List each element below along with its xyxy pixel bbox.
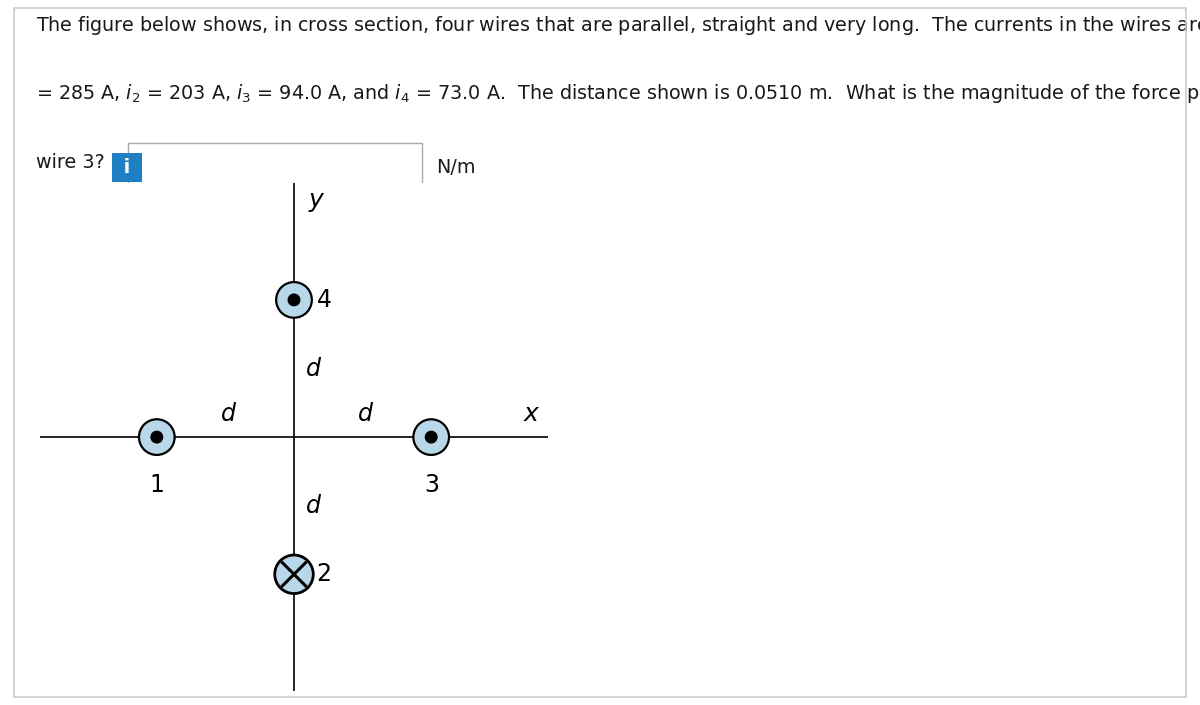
Circle shape — [288, 294, 300, 306]
Circle shape — [276, 282, 312, 318]
Text: $d$: $d$ — [220, 402, 236, 426]
Text: $d$: $d$ — [305, 357, 322, 381]
Text: wire 3?: wire 3? — [36, 153, 104, 172]
Circle shape — [151, 431, 162, 443]
Text: $1$: $1$ — [150, 473, 164, 497]
Text: The figure below shows, in cross section, four wires that are parallel, straight: The figure below shows, in cross section… — [36, 14, 1200, 37]
Text: $4$: $4$ — [316, 288, 331, 312]
Text: $d$: $d$ — [356, 402, 374, 426]
Circle shape — [275, 555, 313, 594]
Circle shape — [139, 419, 175, 455]
Text: $x$: $x$ — [523, 402, 541, 426]
Circle shape — [413, 419, 449, 455]
Text: i: i — [118, 158, 137, 177]
Text: N/m: N/m — [437, 158, 476, 177]
Text: $2$: $2$ — [316, 563, 330, 587]
Text: = 285 A, $i_2$ = 203 A, $i_3$ = 94.0 A, and $i_4$ = 73.0 A.  The distance shown : = 285 A, $i_2$ = 203 A, $i_3$ = 94.0 A, … — [36, 82, 1200, 105]
Text: $3$: $3$ — [424, 473, 439, 497]
Circle shape — [426, 431, 437, 443]
Text: $y$: $y$ — [307, 190, 325, 214]
FancyBboxPatch shape — [128, 142, 421, 197]
Text: $d$: $d$ — [305, 493, 322, 517]
